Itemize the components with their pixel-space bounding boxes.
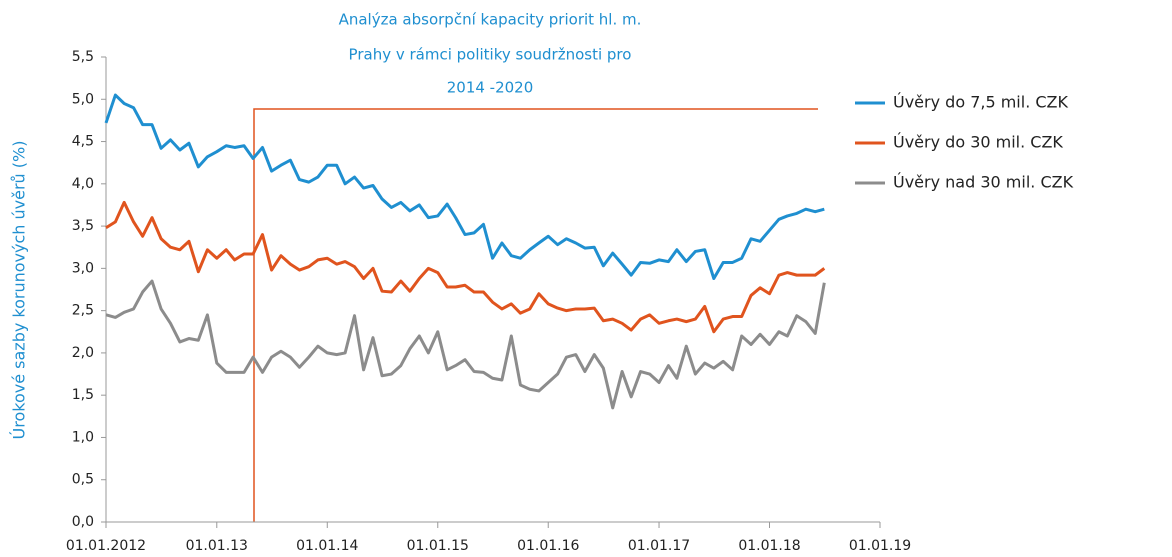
x-tick-label: 01.01.2012 [66, 538, 146, 554]
y-tick-label: 0,5 [72, 472, 94, 488]
data-line [105, 279, 826, 410]
x-tick-label: 01.01.15 [407, 538, 469, 554]
chart-title: Prahy v rámci politiky soudržnosti pro [349, 46, 632, 64]
x-tick-label: 01.01.13 [186, 538, 248, 554]
legend-label: Úvěry do 30 mil. CZK [893, 133, 1063, 152]
y-tick-label: 5,0 [72, 91, 94, 107]
y-tick-label: 2,0 [72, 345, 94, 361]
legend-label: Úvěry do 7,5 mil. CZK [893, 93, 1069, 112]
x-tick-label: 01.01.19 [849, 538, 911, 554]
y-tick-label: 1,5 [72, 387, 94, 403]
chart-title: 2014 -2020 [447, 79, 534, 97]
data-line [104, 93, 825, 281]
y-tick-label: 5,5 [72, 49, 94, 65]
x-tick-label: 01.01.16 [517, 538, 579, 554]
x-tick-label: 01.01.14 [296, 538, 358, 554]
y-tick-label: 0,0 [72, 514, 94, 530]
x-tick-label: 01.01.18 [738, 538, 800, 554]
x-tick-label: 01.01.17 [628, 538, 690, 554]
legend-label: Úvěry nad 30 mil. CZK [893, 173, 1074, 192]
annotation-frame [253, 108, 818, 522]
y-tick-label: 3,0 [72, 260, 94, 276]
y-tick-label: 3,5 [72, 218, 94, 234]
y-tick-label: 1,0 [72, 429, 94, 445]
data-line [105, 200, 826, 334]
y-tick-label: 4,0 [72, 176, 94, 192]
y-tick-label: 4,5 [72, 134, 94, 150]
y-tick-label: 2,5 [72, 303, 94, 319]
chart-title: Analýza absorpční kapacity priorit hl. m… [339, 11, 642, 29]
y-axis-label: Úrokové sazby korunových úvěrů (%) [10, 141, 29, 440]
